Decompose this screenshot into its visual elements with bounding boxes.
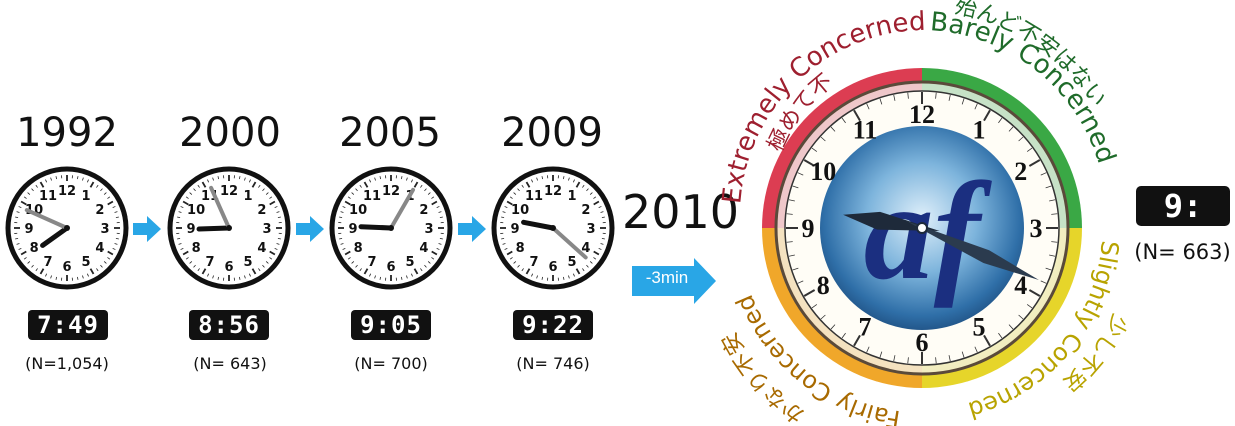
dial-number: 9 <box>186 222 195 237</box>
sample-size-2009: (N= 746) <box>516 354 590 373</box>
big-dial-number: 11 <box>853 115 878 144</box>
sample-size-1992: (N=1,054) <box>25 354 109 373</box>
minute-hand <box>24 208 69 230</box>
big-hour-hand <box>843 211 940 231</box>
concern-labels: Extremely Concerned 極めて不安 Barely Concern… <box>710 0 1132 426</box>
digital-time-2005: 9:05 <box>351 310 431 340</box>
dial-number: 7 <box>529 255 538 270</box>
hour-hand <box>196 225 232 232</box>
hour-hand <box>40 225 70 248</box>
dial-number: 11 <box>39 189 57 204</box>
dial-number: 6 <box>224 260 233 275</box>
dial-number: 6 <box>548 260 557 275</box>
big-dial-number: 4 <box>1014 271 1027 300</box>
dial-number: 10 <box>511 203 529 218</box>
dial-number: 1 <box>567 189 576 204</box>
dial-number: 10 <box>349 203 367 218</box>
dial-number: 2 <box>257 203 266 218</box>
dial-number: 8 <box>354 241 363 256</box>
dial-number: 6 <box>62 260 71 275</box>
minute-hand <box>209 185 231 230</box>
dial-number: 7 <box>205 255 214 270</box>
big-dial-number: 5 <box>973 313 986 342</box>
big-minute-hand <box>905 220 1039 281</box>
year-label-2005: 2005 <box>339 110 441 156</box>
change-arrow-icon <box>632 258 716 304</box>
dial-number: 10 <box>187 203 205 218</box>
dial-number: 5 <box>405 255 414 270</box>
dial-number: 7 <box>367 255 376 270</box>
arrow-right-icon <box>458 216 486 242</box>
dial-number: 1 <box>243 189 252 204</box>
dial-number: 11 <box>363 189 381 204</box>
dial-number: 2 <box>419 203 428 218</box>
dial-number: 11 <box>525 189 543 204</box>
dial-number: 2 <box>95 203 104 218</box>
dial-number: 12 <box>220 184 238 199</box>
dial-number: 3 <box>424 222 433 237</box>
change-badge-text: -3min <box>645 268 689 287</box>
dial-number: 8 <box>516 241 525 256</box>
big-dial-number: 7 <box>859 313 872 342</box>
dial-number: 3 <box>100 222 109 237</box>
current-digital-time: 9: 19 <box>1136 186 1230 265</box>
minute-hand <box>389 187 415 230</box>
dial-number: 3 <box>586 222 595 237</box>
dial-number: 7 <box>43 255 52 270</box>
year-label-2009: 2009 <box>501 110 603 156</box>
digital-time-2009: 9:22 <box>513 310 593 340</box>
dial-number: 5 <box>243 255 252 270</box>
dial-number: 9 <box>348 222 357 237</box>
minute-hand <box>551 226 588 260</box>
big-dial-number: 1 <box>973 115 986 144</box>
dial-number: 6 <box>386 260 395 275</box>
current-year-label: 2010 <box>622 185 740 239</box>
current-sample-size: (N= 663) <box>1134 240 1231 264</box>
big-dial-number: 10 <box>810 157 836 186</box>
dial-number: 5 <box>81 255 90 270</box>
dial-number: 9 <box>510 222 519 237</box>
dial-number: 4 <box>419 241 428 256</box>
dial-number: 9 <box>24 222 33 237</box>
dial-number: 5 <box>567 255 576 270</box>
arrow-right-icon <box>133 216 161 242</box>
big-dial-number: 9 <box>802 214 815 243</box>
big-dial-number: 8 <box>817 271 830 300</box>
dial-number: 12 <box>544 184 562 199</box>
year-label-1992: 1992 <box>16 110 118 156</box>
dial-number: 2 <box>581 203 590 218</box>
dial-number: 4 <box>581 241 590 256</box>
dial-number: 12 <box>382 184 400 199</box>
arrow-right-icon <box>296 216 324 242</box>
big-dial-number: 6 <box>916 328 929 357</box>
hour-hand <box>358 224 394 231</box>
dial-number: 1 <box>81 189 90 204</box>
big-dial-number: 2 <box>1014 157 1027 186</box>
year-label-2000: 2000 <box>179 110 281 156</box>
dial-number: 8 <box>192 241 201 256</box>
dial-number: 4 <box>257 241 266 256</box>
dial-number: 4 <box>95 241 104 256</box>
dial-number: 8 <box>30 241 39 256</box>
digital-time-2000: 8:56 <box>189 310 269 340</box>
big-dial-number: 3 <box>1030 214 1043 243</box>
dial-number: 3 <box>262 222 271 237</box>
hour-hand <box>521 219 556 231</box>
big-dial-number: 12 <box>909 100 935 129</box>
digital-time-1992: 7:49 <box>28 310 108 340</box>
dial-number: 12 <box>58 184 76 199</box>
sample-size-2000: (N= 643) <box>193 354 267 373</box>
label-extremely-en: Extremely Concerned <box>717 7 926 205</box>
sample-size-2005: (N= 700) <box>354 354 428 373</box>
